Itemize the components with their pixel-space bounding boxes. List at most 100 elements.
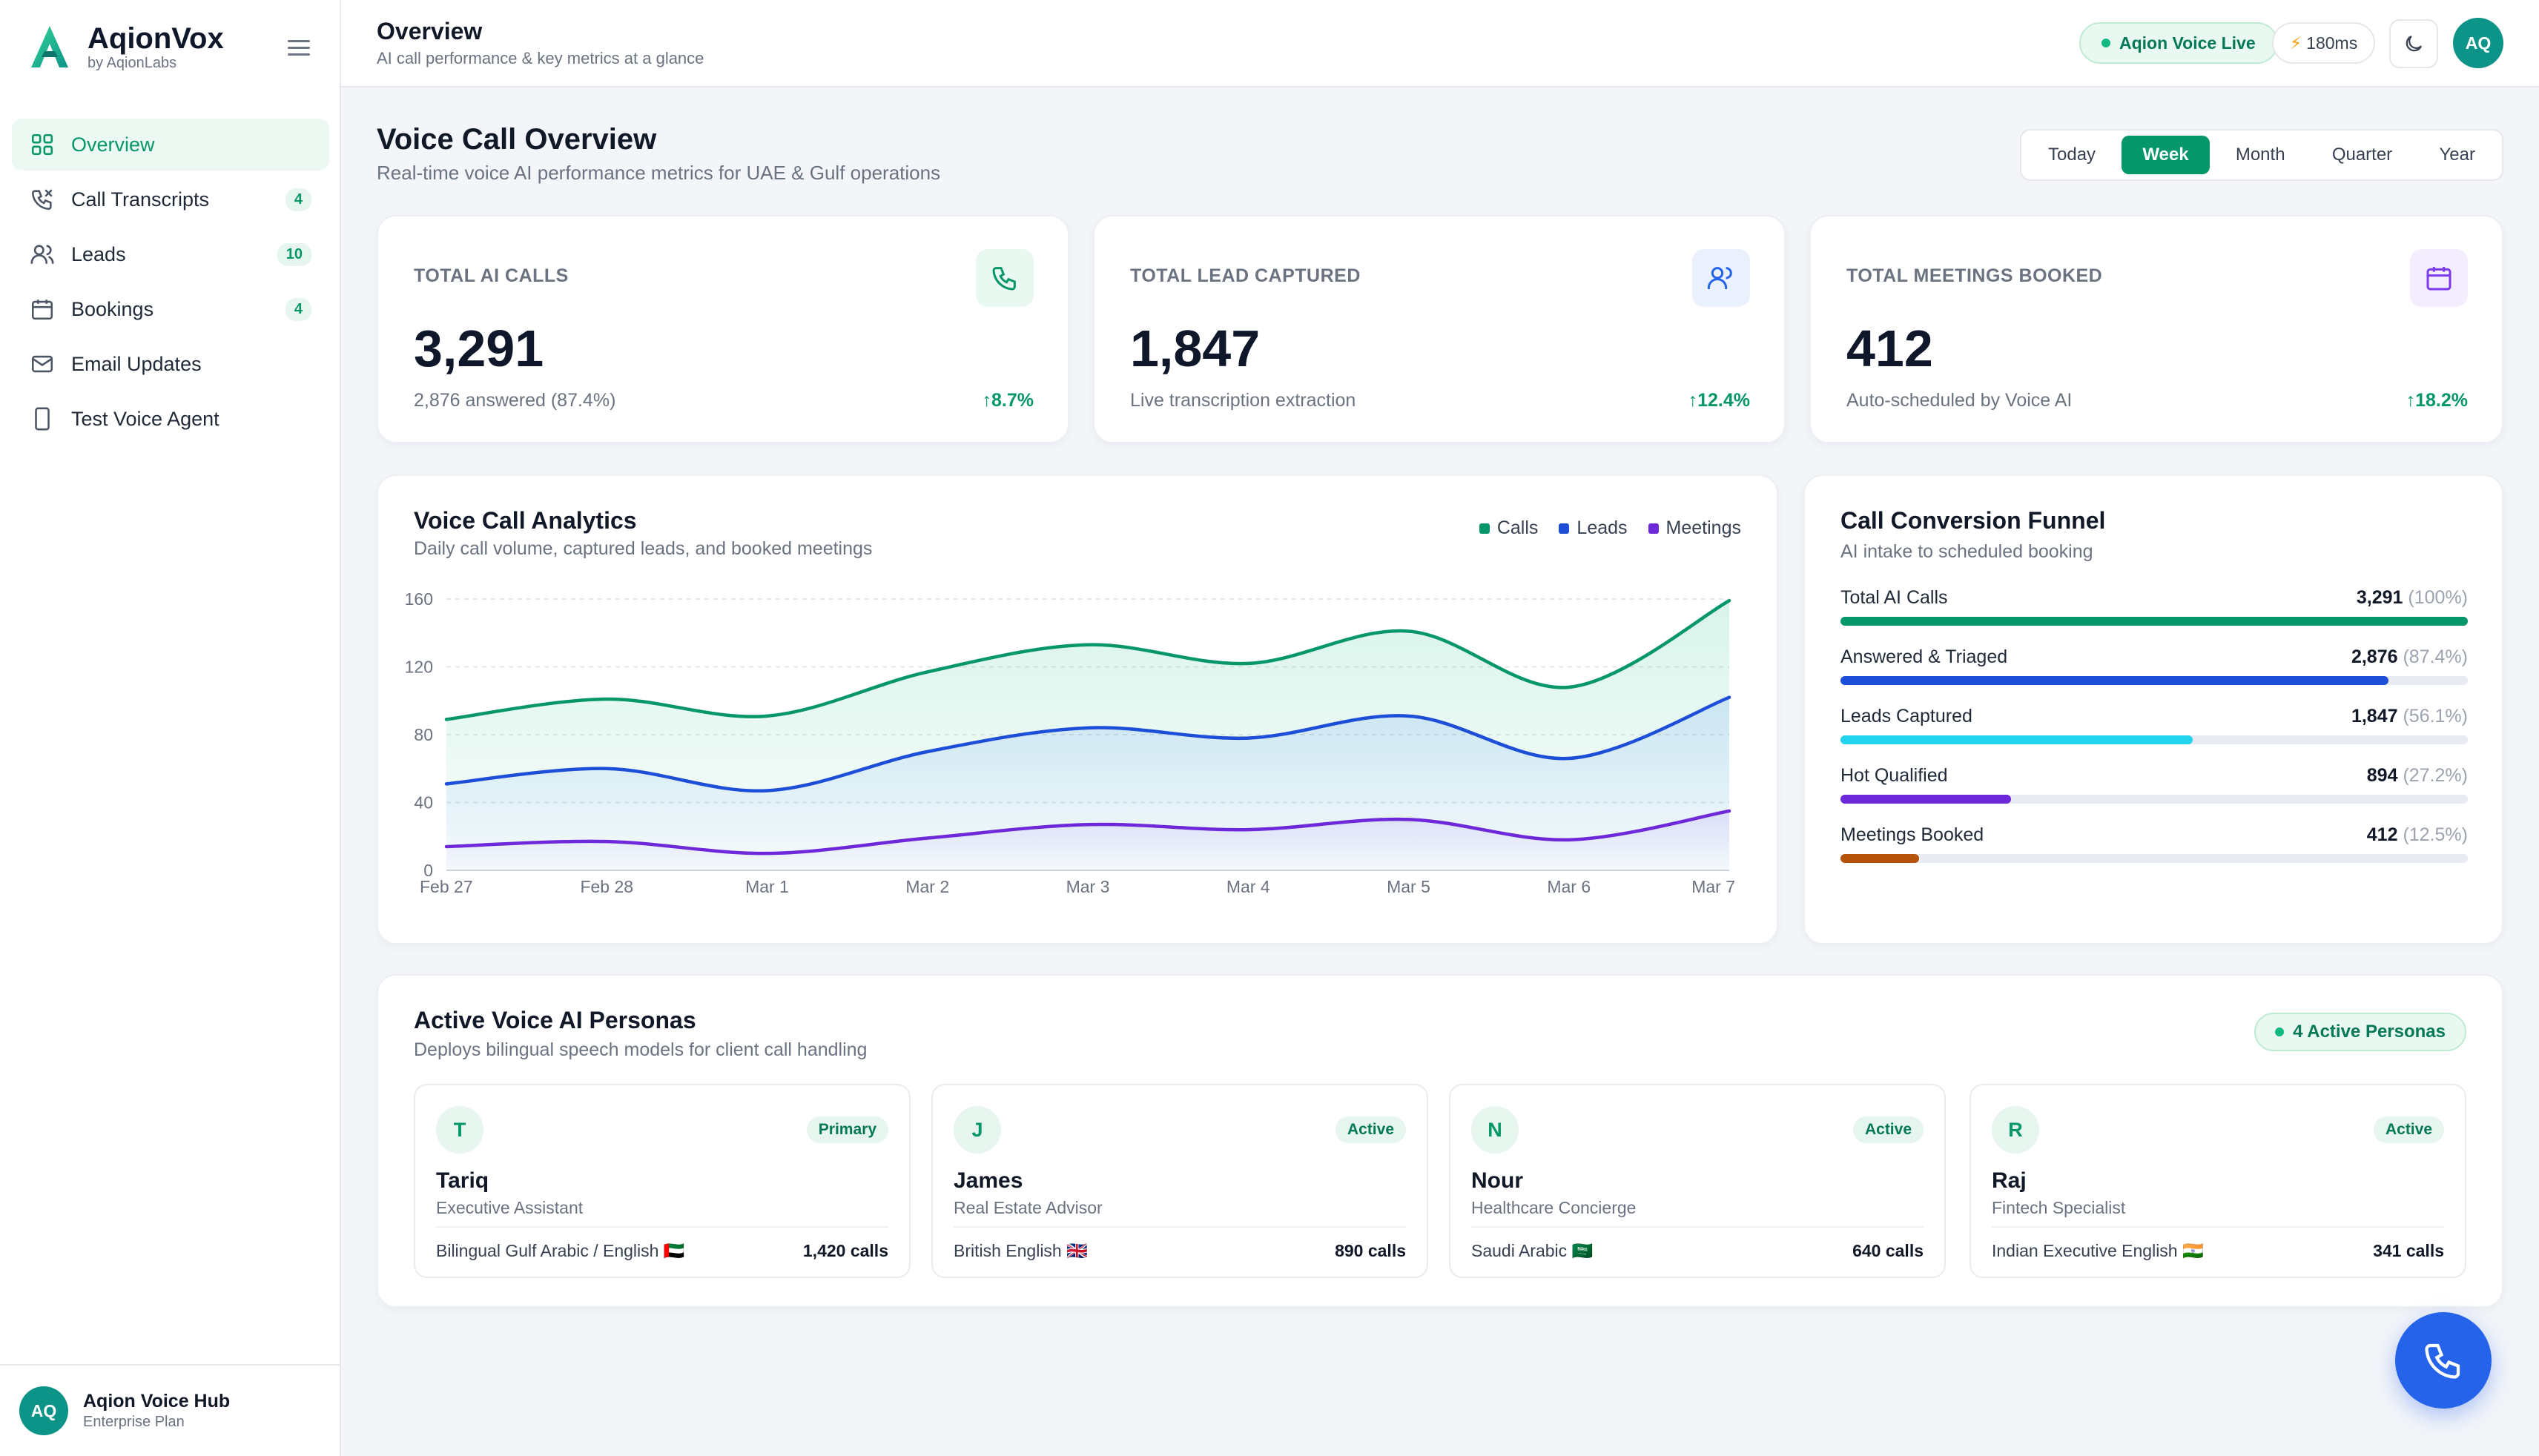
funnel-row: Total AI Calls 3,291 (100%)	[1840, 587, 2468, 632]
x-tick-label: Mar 2	[905, 877, 949, 896]
mail-icon	[31, 355, 53, 373]
menu-toggle-icon[interactable]	[288, 40, 310, 56]
live-status-label: Aqion Voice Live	[2119, 33, 2256, 53]
personas-subtitle: Deploys bilingual speech models for clie…	[414, 1039, 868, 1060]
funnel-row: Leads Captured 1,847 (56.1%)	[1840, 706, 2468, 750]
legend-swatch	[1559, 523, 1570, 534]
funnel-row: Hot Qualified 894 (27.2%)	[1840, 765, 2468, 810]
divider	[954, 1226, 1406, 1228]
legend-item-leads[interactable]: Leads	[1559, 517, 1628, 539]
live-status-badge[interactable]: Aqion Voice Live	[2079, 22, 2278, 64]
persona-language: British English 🇬🇧	[954, 1241, 1088, 1260]
sidebar-item-call-transcripts[interactable]: Call Transcripts 4	[12, 173, 329, 225]
legend-item-meetings[interactable]: Meetings	[1648, 517, 1741, 539]
calendar-icon	[31, 300, 53, 320]
stat-label: TOTAL AI CALLS	[414, 265, 569, 286]
persona-status-badge: Active	[1852, 1116, 1924, 1143]
stat-value: 3,291	[414, 320, 544, 377]
voice-call-analytics-card: Voice Call Analytics Daily call volume, …	[377, 474, 1778, 944]
start-call-button[interactable]	[2395, 1312, 2492, 1409]
series-line-leads	[444, 695, 1731, 793]
funnel-value: 2,876 (87.4%)	[2351, 646, 2468, 668]
sidebar-item-label: Test Voice Agent	[71, 407, 219, 430]
x-tick-label: Feb 28	[580, 877, 633, 896]
persona-role: Fintech Specialist	[1992, 1198, 2126, 1217]
y-tick-label: 120	[405, 658, 433, 677]
chart-title: Voice Call Analytics	[414, 507, 637, 534]
x-tick-label: Mar 7	[1691, 877, 1735, 896]
persona-avatar: T	[436, 1106, 483, 1154]
stat-value: 1,847	[1130, 320, 1261, 377]
top-header: Overview AI call performance & key metri…	[341, 0, 2539, 87]
brand-logo-icon	[31, 26, 68, 67]
x-tick-label: Mar 1	[745, 877, 789, 896]
theme-toggle-button[interactable]	[2389, 19, 2438, 68]
workspace-name: Aqion Voice Hub	[83, 1391, 231, 1412]
persona-language: Indian Executive English 🇮🇳	[1992, 1241, 2204, 1260]
sidebar-item-email-updates[interactable]: Email Updates	[12, 338, 329, 390]
count-badge: 4	[285, 188, 311, 211]
sidebar-item-label: Bookings	[71, 297, 154, 320]
funnel-percent: (56.1%)	[2403, 706, 2468, 727]
persona-calls: 1,420 calls	[802, 1241, 888, 1260]
series-line-meetings	[444, 809, 1731, 856]
active-personas-label: 4 Active Personas	[2293, 1022, 2446, 1042]
count-badge: 10	[277, 242, 311, 266]
funnel-count: 1,847	[2351, 706, 2398, 727]
stat-change: ↑12.4%	[1688, 390, 1750, 411]
legend-item-calls[interactable]: Calls	[1479, 517, 1539, 539]
funnel-track	[1840, 617, 2468, 626]
account-summary[interactable]: AQ Aqion Voice Hub Enterprise Plan	[0, 1364, 341, 1456]
sidebar: AqionVox by AqionLabs Overview Call Tran…	[0, 0, 341, 1456]
persona-role: Executive Assistant	[436, 1198, 584, 1217]
funnel-percent: (100%)	[2408, 587, 2468, 608]
brand-name: AqionVox	[88, 22, 224, 55]
sidebar-item-leads[interactable]: Leads 10	[12, 228, 329, 280]
personas-title: Active Voice AI Personas	[414, 1007, 696, 1033]
user-avatar[interactable]: AQ	[2453, 18, 2503, 68]
sidebar-item-label: Call Transcripts	[71, 188, 210, 211]
persona-name: Raj	[1992, 1168, 2027, 1193]
period-today-button[interactable]: Today	[2048, 145, 2096, 165]
call-conversion-funnel-card: Call Conversion Funnel AI intake to sche…	[1803, 474, 2503, 944]
funnel-percent: (12.5%)	[2403, 824, 2468, 845]
y-tick-label: 80	[414, 725, 433, 744]
sidebar-item-bookings[interactable]: Bookings 4	[12, 283, 329, 335]
stat-card-total-meetings: TOTAL MEETINGS BOOKED 412 Auto-scheduled…	[1809, 215, 2503, 443]
plan-label: Enterprise Plan	[83, 1414, 185, 1430]
sidebar-nav: Overview Call Transcripts 4 Leads 10 Boo…	[12, 119, 329, 448]
y-tick-label: 160	[405, 589, 433, 609]
period-week-button[interactable]: Week	[2122, 136, 2210, 174]
legend-swatch	[1648, 523, 1659, 534]
persona-card-raj[interactable]: R Active Raj Fintech Specialist Indian E…	[1970, 1084, 2466, 1278]
persona-card-james[interactable]: J Active James Real Estate Advisor Briti…	[931, 1084, 1428, 1278]
period-year-button[interactable]: Year	[2439, 145, 2475, 165]
legend-label: Calls	[1496, 517, 1539, 538]
status-dot-icon	[2101, 39, 2110, 47]
persona-card-tariq[interactable]: T Primary Tariq Executive Assistant Bili…	[414, 1084, 911, 1278]
sidebar-item-overview[interactable]: Overview	[12, 119, 329, 171]
chart-legend: Calls Leads Meetings	[1459, 517, 1741, 539]
funnel-bar	[1840, 617, 2468, 626]
funnel-count: 894	[2366, 765, 2398, 786]
section-subtitle: Real-time voice AI performance metrics f…	[377, 162, 941, 184]
persona-card-nour[interactable]: N Active Nour Healthcare Concierge Saudi…	[1449, 1084, 1946, 1278]
period-quarter-button[interactable]: Quarter	[2331, 145, 2393, 165]
persona-language: Bilingual Gulf Arabic / English 🇦🇪	[436, 1241, 685, 1260]
stat-note: Auto-scheduled by Voice AI	[1846, 390, 2073, 411]
brand[interactable]: AqionVox by AqionLabs	[28, 22, 224, 71]
x-tick-label: Mar 6	[1547, 877, 1591, 896]
funnel-label: Total AI Calls	[1840, 587, 1948, 608]
persona-calls: 341 calls	[2373, 1241, 2444, 1260]
period-month-button[interactable]: Month	[2235, 145, 2285, 165]
stat-label: TOTAL LEAD CAPTURED	[1130, 265, 1361, 286]
stat-label: TOTAL MEETINGS BOOKED	[1846, 265, 2103, 286]
legend-label: Meetings	[1665, 517, 1741, 538]
funnel-count: 3,291	[2356, 587, 2403, 608]
funnel-percent: (87.4%)	[2403, 646, 2468, 667]
persona-status-badge: Primary	[806, 1116, 888, 1143]
x-tick-label: Mar 4	[1226, 877, 1270, 896]
moon-icon	[2406, 35, 2423, 52]
phone-icon	[976, 249, 1034, 307]
sidebar-item-test-voice-agent[interactable]: Test Voice Agent	[12, 393, 329, 445]
